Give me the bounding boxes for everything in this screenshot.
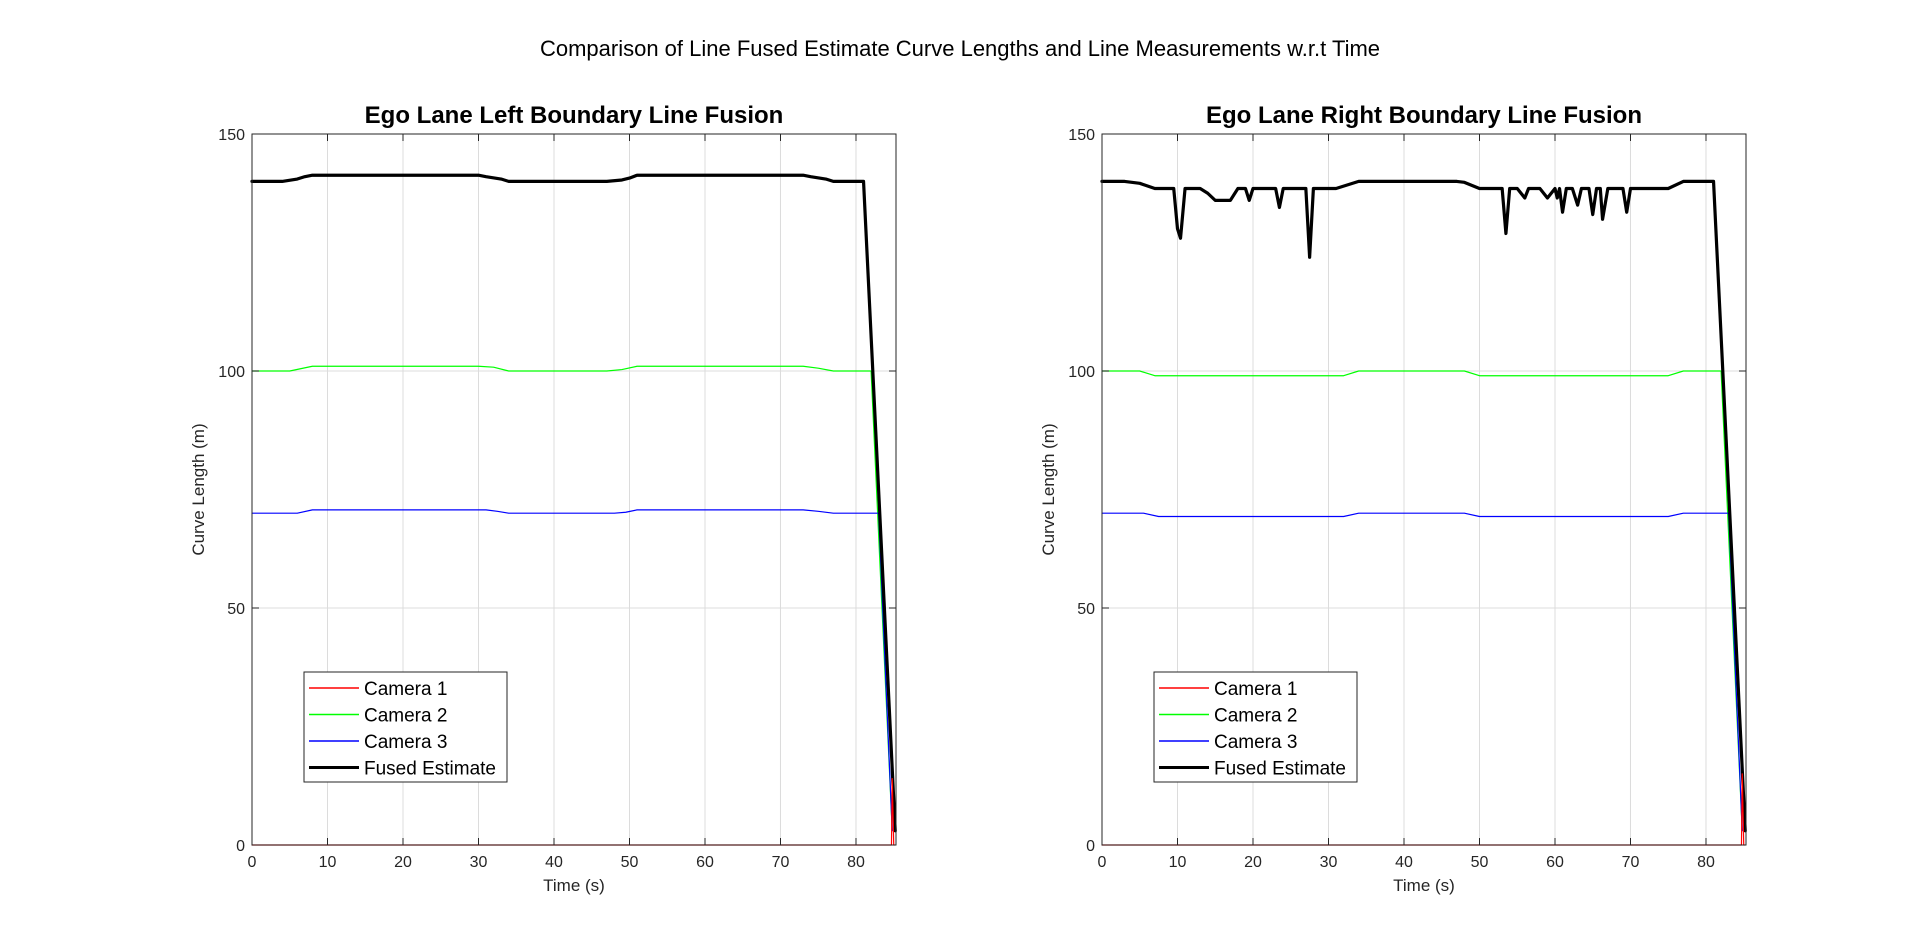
- right-boundary-chart: 0 10 20 30 40 50 60 70 80 0 50 100 150 Ego Lane Right…: [1039, 102, 1747, 895]
- chart-right-legend-box: [1153, 671, 1358, 783]
- chart-left-ytick-label: 50: [227, 601, 245, 618]
- chart-right-axes-box: [1101, 133, 1747, 846]
- chart-left-ytick-label: 0: [236, 838, 245, 855]
- chart-left-ylabel: Curve Length (m): [189, 423, 208, 555]
- chart-left-series-camera-2: [251, 365, 893, 832]
- chart-left-xtick-label: 70: [772, 854, 790, 871]
- chart-right-ytick-label: 100: [1068, 364, 1095, 381]
- chart-left-legend-label: Camera 3: [364, 732, 447, 753]
- chart-right-xtick-label: 20: [1244, 854, 1262, 871]
- chart-left-xlabel: Time (s): [543, 876, 605, 895]
- chart-right-xtick-label: 50: [1471, 854, 1489, 871]
- chart-right-legend-label: Fused Estimate: [1214, 759, 1346, 780]
- chart-right-xtick-label: 70: [1622, 854, 1640, 871]
- chart-right-xtick-label: 80: [1697, 854, 1715, 871]
- chart-right-ytick-label: 50: [1077, 601, 1095, 618]
- chart-left-xtick-label: 50: [621, 854, 639, 871]
- chart-right-series-fused-estimate: [1100, 179, 1747, 833]
- chart-right-xtick-label: 10: [1169, 854, 1187, 871]
- chart-left-title: Ego Lane Left Boundary Line Fusion: [365, 102, 784, 129]
- chart-left-axes-box: [251, 133, 897, 846]
- figure-suptitle: Comparison of Line Fused Estimate Curve …: [540, 36, 1380, 61]
- chart-right-legend: Camera 1 Camera 2 Camera 3 Fused Estimate: [1153, 671, 1358, 783]
- chart-left-ytick-label: 150: [218, 127, 245, 144]
- left-boundary-chart: 0 10 20 30 40 50 60 70 80 0 50 100 150 Ego Lane Left …: [189, 102, 897, 895]
- chart-right-ytick-label: 150: [1068, 127, 1095, 144]
- chart-left-ytick-label: 100: [218, 364, 245, 381]
- chart-right-series-camera-2: [1101, 370, 1743, 832]
- chart-right-legend-label: Camera 1: [1214, 679, 1297, 700]
- chart-left-xtick-label: 40: [545, 854, 563, 871]
- chart-left-xtick-label: 20: [394, 854, 412, 871]
- chart-right-legend-label: Camera 2: [1214, 706, 1297, 727]
- chart-left-xtick-label: 10: [319, 854, 337, 871]
- chart-left-legend-label: Fused Estimate: [364, 759, 496, 780]
- chart-left-legend: Camera 1 Camera 2 Camera 3 Fused Estimate: [303, 671, 508, 783]
- chart-left-xtick-label: 0: [248, 854, 257, 871]
- chart-left-legend-label: Camera 2: [364, 706, 447, 727]
- chart-left-xtick-label: 80: [847, 854, 865, 871]
- chart-left-legend-label: Camera 1: [364, 679, 447, 700]
- chart-left-series-camera-3: [251, 509, 893, 832]
- chart-right-xlabel: Time (s): [1393, 876, 1455, 895]
- chart-right-xtick-label: 30: [1320, 854, 1338, 871]
- chart-right-series-camera-3: [1101, 512, 1743, 832]
- chart-right-legend-label: Camera 3: [1214, 732, 1297, 753]
- chart-left-legend-box: [303, 671, 508, 783]
- chart-right-xtick-label: 40: [1395, 854, 1413, 871]
- chart-right-xtick-label: 0: [1098, 854, 1107, 871]
- chart-left-xtick-label: 60: [696, 854, 714, 871]
- chart-left-xtick-label: 30: [470, 854, 488, 871]
- chart-right-ytick-label: 0: [1086, 838, 1095, 855]
- chart-left-series-fused-estimate: [250, 173, 897, 833]
- chart-right-ylabel: Curve Length (m): [1039, 423, 1058, 555]
- chart-right-title: Ego Lane Right Boundary Line Fusion: [1206, 102, 1642, 129]
- chart-right-xtick-label: 60: [1546, 854, 1564, 871]
